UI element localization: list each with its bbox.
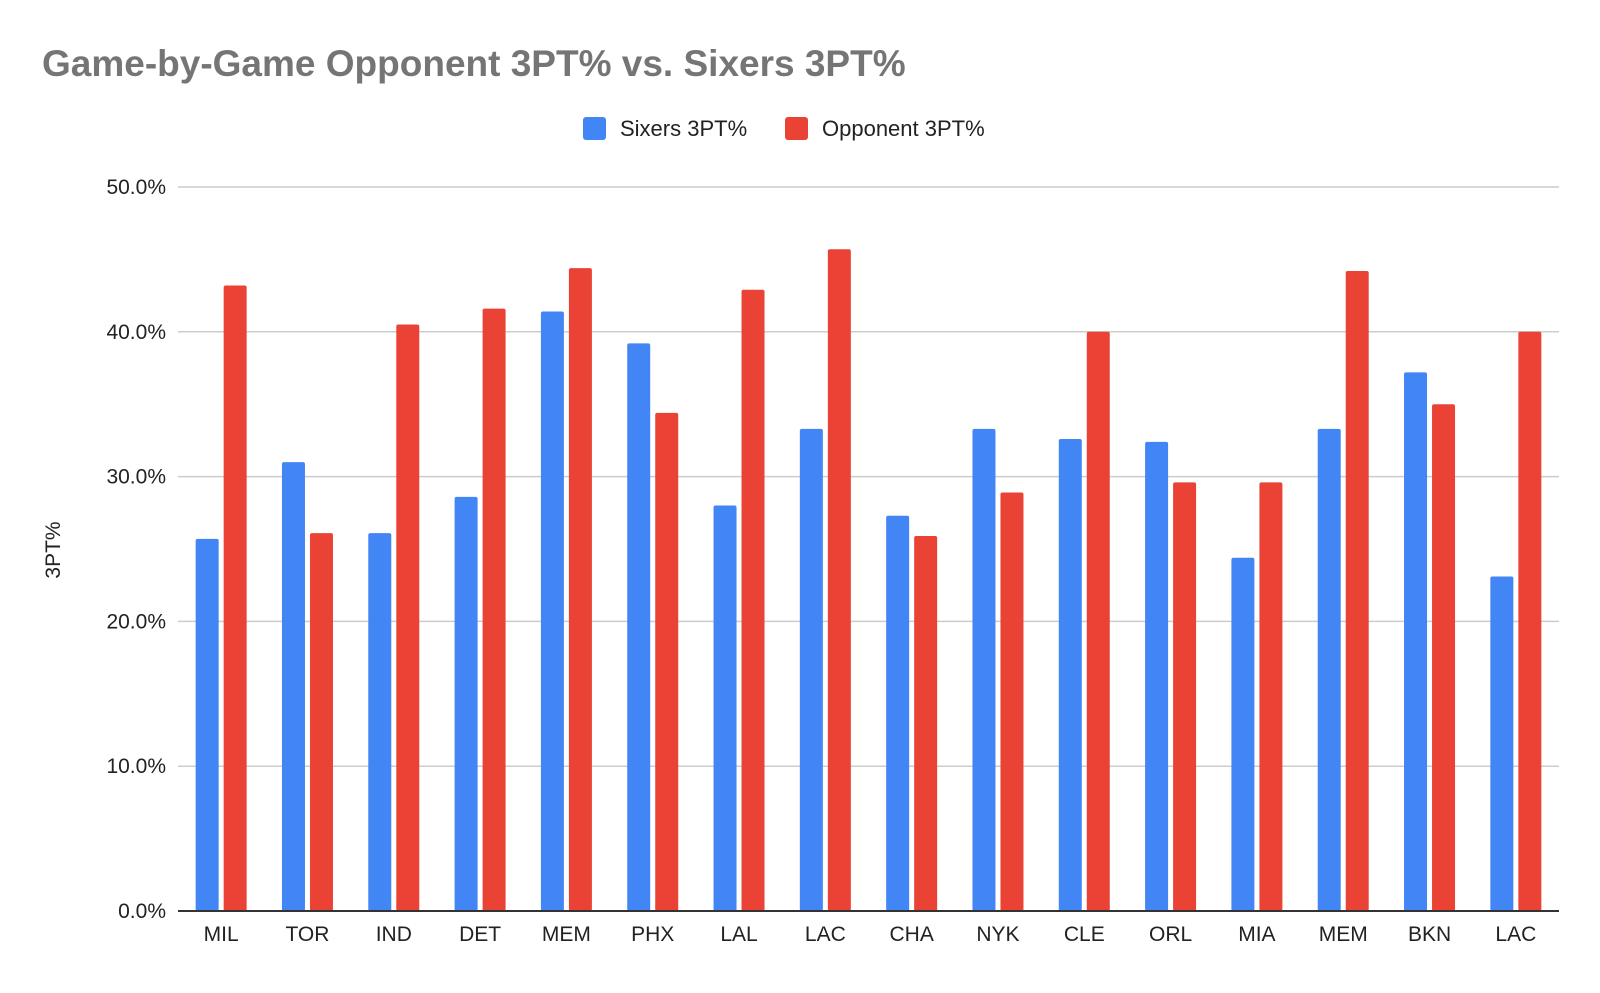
x-tick-label: CLE bbox=[1064, 923, 1105, 946]
bar-sixers bbox=[627, 343, 651, 911]
bar-opponent bbox=[1518, 331, 1542, 911]
bar-sixers bbox=[1058, 438, 1082, 911]
x-tick-label: MEM bbox=[542, 923, 591, 946]
x-tick-label: MIL bbox=[204, 923, 239, 946]
bar-sixers bbox=[972, 428, 996, 911]
x-tick-label: IND bbox=[376, 923, 412, 946]
bar-opponent bbox=[396, 324, 420, 911]
bar-opponent bbox=[568, 268, 592, 911]
bar-opponent bbox=[827, 249, 851, 911]
bar-opponent bbox=[482, 308, 506, 912]
bar-opponent bbox=[1000, 492, 1024, 911]
bar-opponent bbox=[655, 412, 679, 911]
legend-swatch-opponent bbox=[785, 117, 808, 140]
legend-label-opponent: Opponent 3PT% bbox=[822, 116, 985, 141]
bar-sixers bbox=[195, 538, 219, 911]
x-tick-label: MEM bbox=[1319, 923, 1368, 946]
bar-sixers bbox=[713, 505, 737, 911]
bar-opponent bbox=[223, 285, 247, 911]
y-tick-label: 10.0% bbox=[106, 755, 166, 778]
x-tick-label: MIA bbox=[1238, 923, 1275, 946]
y-tick-label: 50.0% bbox=[106, 176, 166, 199]
x-tick-label: LAC bbox=[1495, 923, 1536, 946]
y-axis-title: 3PT% bbox=[42, 521, 65, 578]
bar-sixers bbox=[886, 515, 910, 911]
y-tick-label: 40.0% bbox=[106, 321, 166, 344]
y-tick-label: 0.0% bbox=[118, 900, 166, 923]
bar-opponent bbox=[1259, 482, 1283, 911]
x-tick-label: CHA bbox=[889, 923, 933, 946]
bar-sixers bbox=[799, 428, 823, 911]
bar-opponent bbox=[1086, 331, 1110, 911]
x-tick-label: TOR bbox=[285, 923, 329, 946]
bar-sixers bbox=[454, 496, 478, 911]
y-tick-label: 20.0% bbox=[106, 610, 166, 633]
x-tick-label: LAC bbox=[805, 923, 846, 946]
chart-title: Game-by-Game Opponent 3PT% vs. Sixers 3P… bbox=[42, 43, 906, 84]
x-tick-label: ORL bbox=[1149, 923, 1192, 946]
bar-sixers bbox=[281, 462, 305, 911]
bar-opponent bbox=[1173, 482, 1197, 911]
bar-opponent bbox=[1432, 404, 1456, 911]
bar-opponent bbox=[309, 533, 333, 911]
bar-sixers bbox=[368, 533, 392, 911]
bar-opponent bbox=[741, 289, 765, 912]
x-tick-label: DET bbox=[459, 923, 501, 946]
x-tick-label: PHX bbox=[631, 923, 674, 946]
x-tick-label: NYK bbox=[976, 923, 1019, 946]
bar-sixers bbox=[1404, 372, 1428, 911]
y-axis-ticks: 0.0% 10.0% 20.0% 30.0% 40.0% 50.0% bbox=[106, 176, 166, 923]
legend: Sixers 3PT% Opponent 3PT% bbox=[583, 116, 985, 141]
bar-opponent bbox=[914, 535, 938, 911]
x-axis-ticks: MIL TOR IND DET MEM PHX LAL LAC CHA NYK CLE ORL MIA M… bbox=[204, 923, 1537, 946]
x-tick-label: BKN bbox=[1408, 923, 1451, 946]
y-tick-label: 30.0% bbox=[106, 466, 166, 489]
bars bbox=[195, 249, 1542, 912]
bar-sixers bbox=[540, 311, 564, 911]
bar-sixers bbox=[1231, 557, 1255, 911]
bar-sixers bbox=[1490, 576, 1514, 911]
bar-opponent bbox=[1345, 270, 1369, 911]
legend-label-sixers: Sixers 3PT% bbox=[620, 116, 747, 141]
x-tick-label: LAL bbox=[720, 923, 757, 946]
legend-swatch-sixers bbox=[583, 117, 606, 140]
bar-sixers bbox=[1317, 428, 1341, 911]
bar-sixers bbox=[1145, 441, 1169, 911]
